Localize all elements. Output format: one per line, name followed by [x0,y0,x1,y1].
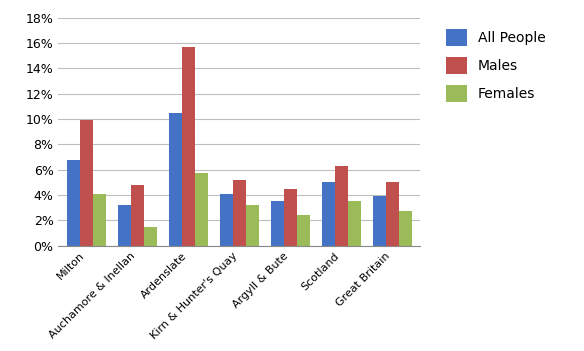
Bar [220,194,233,246]
Legend: All People, Males, Females: All People, Males, Females [442,25,550,106]
Bar [297,215,310,246]
Bar [322,182,335,246]
Bar [233,180,246,246]
Bar [399,211,412,246]
Bar [93,194,106,246]
Bar [373,196,386,246]
Bar [284,189,297,246]
Bar [119,205,131,246]
Bar [144,227,157,246]
Bar [67,159,80,246]
Bar [348,201,360,246]
Bar [386,182,399,246]
Bar [246,205,259,246]
Bar [335,166,348,246]
Bar [272,201,284,246]
Bar [131,185,144,246]
Bar [182,47,195,246]
Bar [195,173,207,246]
Bar [169,113,182,246]
Bar [80,120,93,246]
